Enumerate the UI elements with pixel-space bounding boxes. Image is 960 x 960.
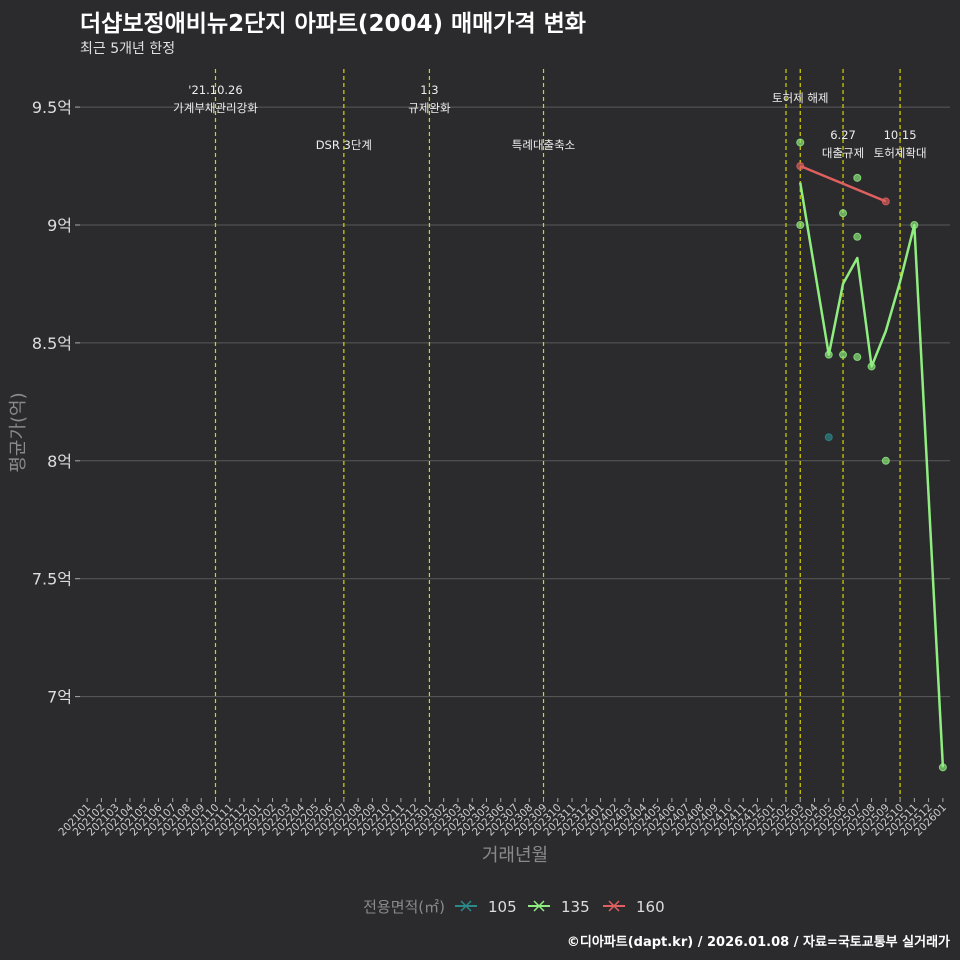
page-subtitle: 최근 5개년 한정 (80, 41, 176, 57)
event-label: '21.10.26 (188, 83, 242, 97)
legend-label-105: 105 (488, 898, 517, 916)
series-point-135 (910, 220, 919, 229)
event-label: 대출규제 (822, 146, 864, 160)
x-axis-title: 거래년월 (482, 845, 548, 866)
series-point-135 (839, 350, 848, 359)
event-label: 토허제 해제 (772, 91, 829, 105)
series-point-135 (796, 220, 805, 229)
series-point-135 (881, 456, 890, 465)
source-footer: ©디아파트(dapt.kr) / 2026.01.08 / 자료=국토교통부 실… (566, 935, 950, 950)
series-point-135 (867, 362, 876, 371)
event-label: 규제완화 (408, 101, 451, 115)
y-tick-label: 9억 (47, 216, 72, 235)
series-layer (796, 138, 947, 772)
y-tick-label: 9.5억 (32, 98, 72, 117)
series-point-135 (853, 173, 862, 182)
y-tick-label: 8억 (47, 452, 72, 471)
legend-label-160: 160 (636, 898, 665, 916)
series-point-160 (796, 162, 805, 171)
series-point-135 (853, 353, 862, 362)
legend-key-cross-105 (460, 900, 472, 912)
legend-key-cross-160 (608, 900, 620, 912)
series-point-135 (839, 209, 848, 218)
y-tick-label: 8.5억 (32, 334, 72, 353)
y-tick-label: 7억 (47, 688, 72, 707)
legend: 전용면적(㎡) 105 135 160 (363, 898, 665, 916)
series-point-135 (938, 763, 947, 772)
legend-key-cross-135 (533, 900, 545, 912)
series-line-135 (798, 182, 945, 768)
event-label: 10.15 (884, 128, 917, 142)
event-label: 토허제확대 (874, 146, 927, 160)
grid-lines (80, 106, 950, 698)
event-label: 1.3 (420, 83, 438, 97)
series-point-135 (796, 138, 805, 147)
event-label: 가계부채관리강화 (173, 101, 258, 115)
page-title: 더샵보정애비뉴2단지 아파트(2004) 매매가격 변화 (80, 11, 586, 37)
y-axis-title: 평균가(억) (8, 392, 29, 472)
legend-title: 전용면적(㎡) (363, 898, 445, 916)
series-point-160 (881, 197, 890, 206)
event-label: DSR 3단계 (316, 138, 372, 152)
series-point-135 (824, 350, 833, 359)
legend-label-135: 135 (561, 898, 590, 916)
series-point-135 (853, 232, 862, 241)
series-point-105 (824, 433, 833, 442)
axis-labels: 7억7.5억8억8.5억9억9.5억2021012021022021032021… (8, 98, 949, 866)
event-label: 특례대출축소 (512, 138, 575, 152)
event-label: 6.27 (830, 128, 856, 142)
y-tick-label: 7.5억 (32, 570, 72, 589)
series-line-160 (799, 164, 887, 203)
